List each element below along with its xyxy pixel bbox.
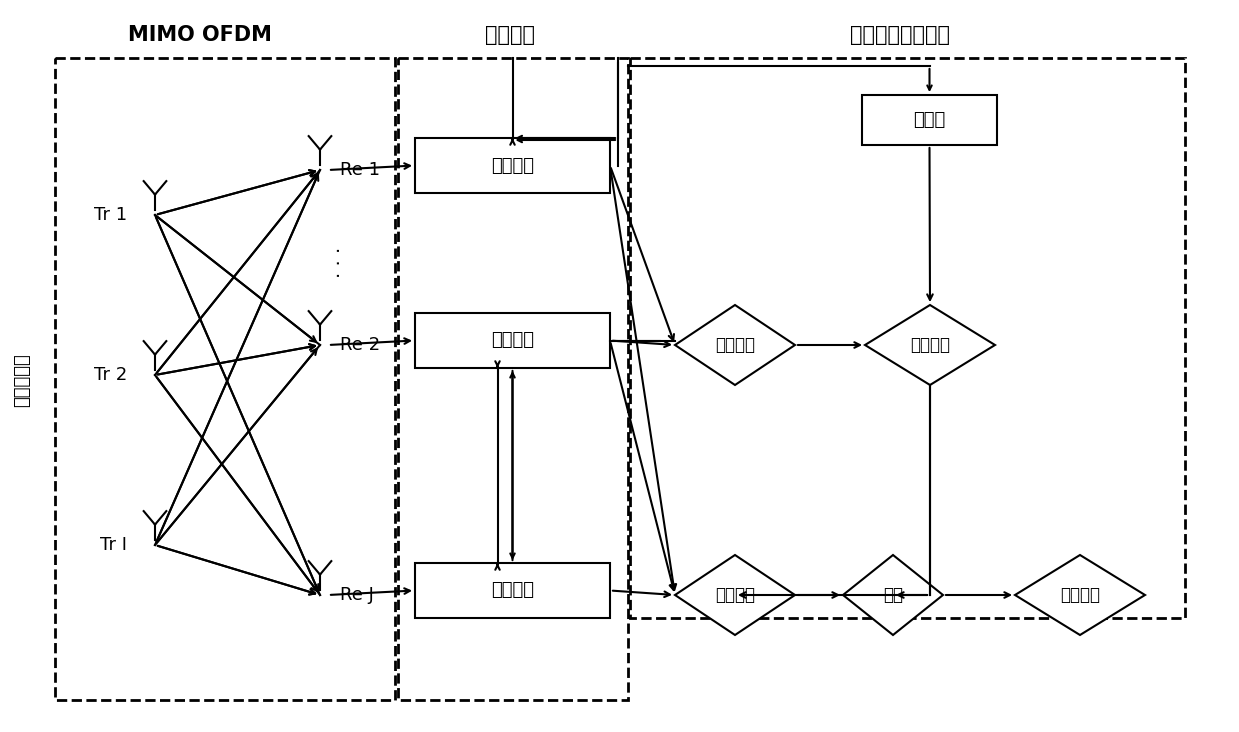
Text: 图样库: 图样库 [913,111,945,129]
Text: 空时解码: 空时解码 [491,157,534,174]
Text: 信道估计: 信道估计 [715,336,755,354]
Text: 图样筛选: 图样筛选 [909,336,950,354]
Text: Tr I: Tr I [100,536,128,554]
FancyBboxPatch shape [415,313,610,368]
FancyBboxPatch shape [862,95,997,145]
Text: Re 2: Re 2 [339,336,380,354]
Text: 信号判决: 信号判决 [1061,586,1100,604]
Polygon shape [865,305,995,385]
Polygon shape [843,555,943,635]
Text: 空时编码: 空时编码 [484,25,535,45]
Polygon shape [675,555,795,635]
Text: 频域反转图样识别: 频域反转图样识别 [850,25,950,45]
FancyBboxPatch shape [415,563,610,618]
Text: Tr 2: Tr 2 [94,366,128,384]
Polygon shape [1015,555,1145,635]
Text: 空时解码: 空时解码 [491,332,534,349]
Text: 空时解码: 空时解码 [491,581,534,600]
Text: 器能换射发: 器能换射发 [12,353,31,407]
Text: Re J: Re J [339,586,374,604]
Polygon shape [675,305,795,385]
Text: Re 1: Re 1 [339,161,380,179]
FancyBboxPatch shape [415,138,610,193]
Text: 解扰: 解扰 [883,586,903,604]
Text: Tr 1: Tr 1 [94,206,128,224]
Text: . . .: . . . [326,247,344,278]
Text: 信号合并: 信号合并 [715,586,755,604]
Text: MIMO OFDM: MIMO OFDM [128,25,271,45]
